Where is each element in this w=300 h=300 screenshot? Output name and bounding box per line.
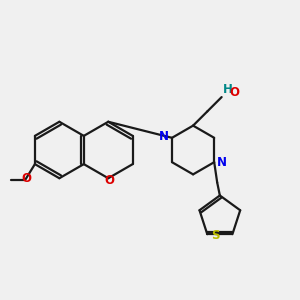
Text: O: O bbox=[21, 172, 31, 185]
Text: N: N bbox=[159, 130, 169, 143]
Text: O: O bbox=[104, 174, 114, 187]
Text: H: H bbox=[223, 82, 233, 96]
Text: S: S bbox=[211, 229, 219, 242]
Text: N: N bbox=[217, 156, 227, 169]
Text: O: O bbox=[230, 85, 240, 99]
